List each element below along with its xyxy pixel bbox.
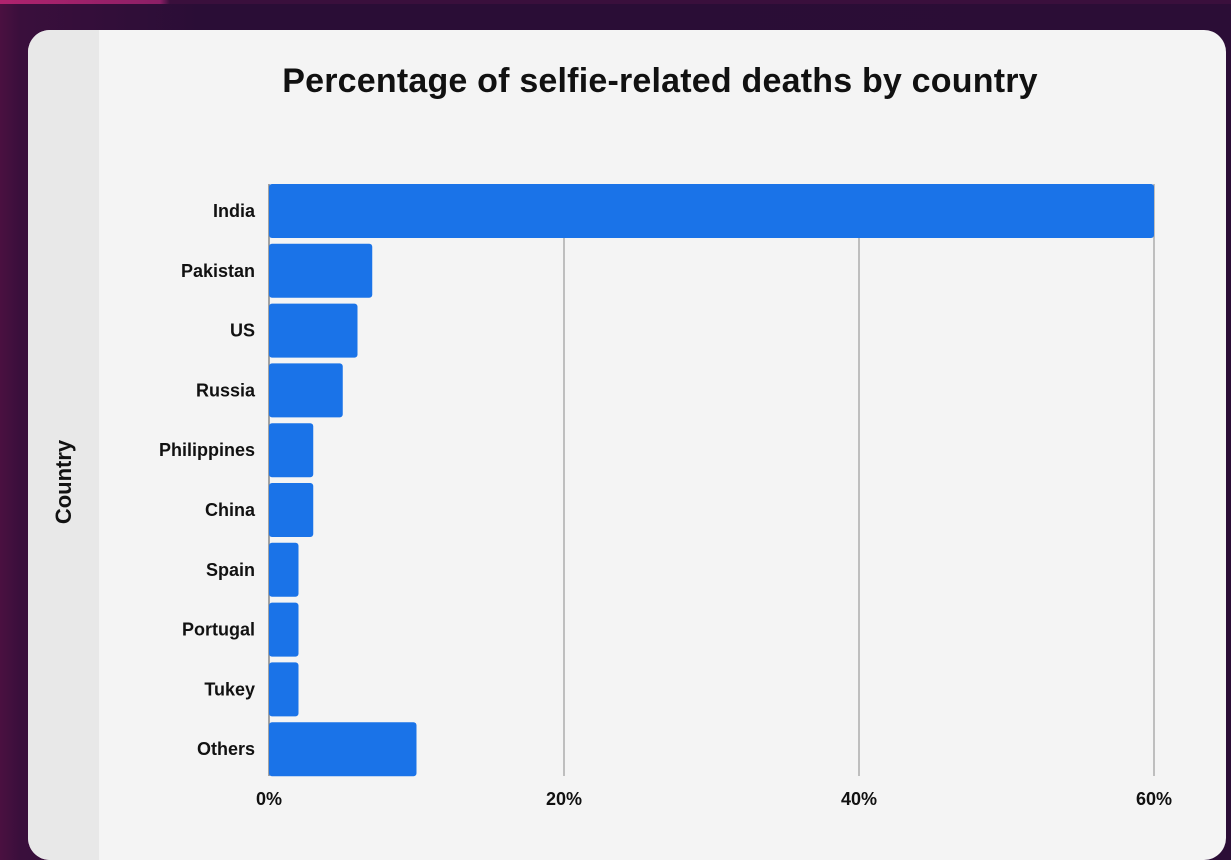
bar-pakistan [269,243,373,298]
category-labels: India Pakistan US Russia Philippines China Spa… [159,201,256,759]
x-tick-label: 40% [841,789,877,809]
category-label-india: India [213,201,256,221]
y-axis-label-panel: Country [28,30,99,860]
x-tick-label: 20% [546,789,582,809]
bar-china [269,483,314,537]
x-tick-label: 0% [256,789,282,809]
bars [269,184,1154,777]
x-tick-labels: 0% 20% 40% 60% [256,789,1172,809]
bar-others [269,722,417,777]
category-label-russia: Russia [196,380,256,400]
bar-us [269,303,358,358]
bar-spain [269,542,299,597]
bar-philippines [269,423,314,478]
x-tick-label: 60% [1136,789,1172,809]
chart-title: Percentage of selfie-related deaths by c… [282,62,1038,100]
window-top-edge [0,0,1231,4]
bar-portugal [269,602,299,657]
category-label-us: US [230,321,255,341]
category-label-tukey: Tukey [204,679,255,699]
chart-card: Country [28,30,1226,860]
gridlines [268,184,1155,776]
bar-russia [269,363,343,418]
category-label-philippines: Philippines [159,440,255,460]
category-label-spain: Spain [206,560,255,580]
category-label-china: China [205,500,256,520]
bar-chart: India Pakistan US Russia Philippines China Spa… [159,184,1172,809]
category-label-others: Others [197,739,255,759]
category-label-pakistan: Pakistan [181,261,255,281]
bar-india [269,184,1154,238]
category-label-portugal: Portugal [182,620,255,640]
bar-tukey [269,662,299,717]
